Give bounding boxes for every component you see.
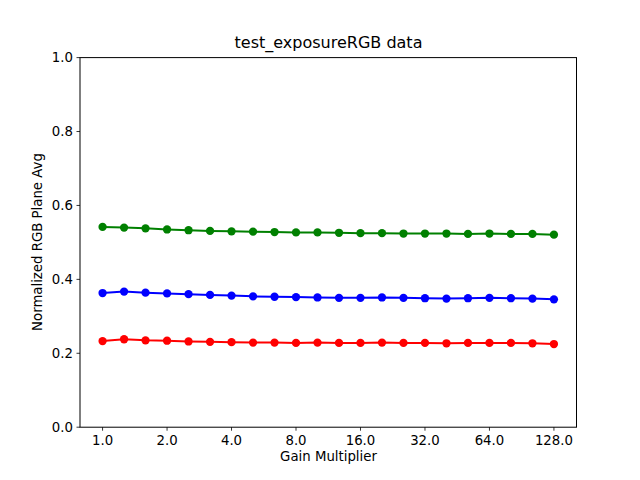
data-point-blue-plane (227, 291, 235, 299)
chart-canvas: 1.0 2.0 4.0 8.0 16.0 32.0 64.0 128.0 0.0 0.2 0.4 0.… (0, 0, 640, 480)
data-point-green-plane (528, 230, 536, 238)
x-tick-label: 4.0 (221, 433, 242, 448)
data-point-green-plane (292, 228, 300, 236)
y-tick-label: 0.0 (52, 420, 73, 435)
data-point-blue-plane (249, 292, 257, 300)
y-tick-label: 0.4 (52, 272, 73, 287)
x-tick-label: 8.0 (285, 433, 306, 448)
data-point-green-plane (507, 230, 515, 238)
figure: 1.0 2.0 4.0 8.0 16.0 32.0 64.0 128.0 0.0 0.2 0.4 0.… (0, 0, 640, 480)
data-point-green-plane (184, 226, 192, 234)
data-point-red-plane (292, 339, 300, 347)
data-point-blue-plane (464, 294, 472, 302)
x-tick-label: 128.0 (535, 433, 573, 448)
data-point-blue-plane (335, 294, 343, 302)
data-point-blue-plane (98, 289, 106, 297)
data-point-blue-plane (292, 293, 300, 301)
data-point-green-plane (98, 223, 106, 231)
data-point-red-plane (356, 339, 364, 347)
data-point-green-plane (313, 228, 321, 236)
data-point-green-plane (421, 229, 429, 237)
data-point-red-plane (335, 339, 343, 347)
y-tick-label: 1.0 (52, 50, 73, 65)
data-point-green-plane (378, 229, 386, 237)
data-point-red-plane (141, 336, 149, 344)
data-point-green-plane (464, 230, 472, 238)
data-point-blue-plane (313, 293, 321, 301)
data-point-green-plane (270, 228, 278, 236)
y-tick-label: 0.6 (52, 198, 73, 213)
data-point-blue-plane (442, 294, 450, 302)
y-axis-label: Normalized RGB Plane Avg (30, 42, 46, 442)
data-point-red-plane (184, 337, 192, 345)
data-point-blue-plane (421, 294, 429, 302)
data-point-red-plane (120, 335, 128, 343)
data-point-blue-plane (550, 295, 558, 303)
data-point-red-plane (98, 337, 106, 345)
plot-frame (80, 58, 577, 428)
x-tick-label: 16.0 (346, 433, 376, 448)
data-point-red-plane (206, 338, 214, 346)
x-axis-label: Gain Multiplier (80, 449, 577, 465)
data-point-blue-plane (184, 290, 192, 298)
data-point-blue-plane (485, 294, 493, 302)
y-tick-label: 0.8 (52, 124, 73, 139)
data-point-blue-plane (270, 293, 278, 301)
data-point-red-plane (270, 338, 278, 346)
data-point-red-plane (485, 339, 493, 347)
data-point-red-plane (550, 340, 558, 348)
data-point-blue-plane (163, 289, 171, 297)
x-tick-label: 32.0 (410, 433, 440, 448)
data-point-green-plane (141, 224, 149, 232)
data-point-red-plane (507, 339, 515, 347)
data-point-red-plane (378, 338, 386, 346)
x-tick-label: 1.0 (92, 433, 113, 448)
data-point-red-plane (442, 339, 450, 347)
data-point-blue-plane (399, 294, 407, 302)
data-point-red-plane (528, 339, 536, 347)
x-tick-label: 2.0 (156, 433, 177, 448)
data-point-red-plane (249, 338, 257, 346)
data-point-red-plane (227, 338, 235, 346)
data-point-green-plane (227, 227, 235, 235)
data-point-green-plane (335, 229, 343, 237)
data-point-red-plane (464, 339, 472, 347)
data-point-blue-plane (507, 294, 515, 302)
data-point-green-plane (120, 223, 128, 231)
data-point-blue-plane (356, 294, 364, 302)
data-point-green-plane (399, 229, 407, 237)
data-point-red-plane (399, 339, 407, 347)
data-point-blue-plane (120, 287, 128, 295)
data-point-green-plane (249, 228, 257, 236)
y-tick-label: 0.2 (52, 346, 73, 361)
x-tick-label: 64.0 (475, 433, 505, 448)
data-point-red-plane (313, 338, 321, 346)
data-point-blue-plane (528, 294, 536, 302)
data-point-green-plane (485, 229, 493, 237)
chart-title: test_exposureRGB data (80, 33, 577, 53)
data-point-green-plane (442, 229, 450, 237)
data-point-blue-plane (141, 289, 149, 297)
data-point-green-plane (356, 229, 364, 237)
data-point-green-plane (550, 230, 558, 238)
data-point-red-plane (163, 337, 171, 345)
data-point-green-plane (163, 225, 171, 233)
data-point-blue-plane (378, 293, 386, 301)
data-point-green-plane (206, 227, 214, 235)
data-point-blue-plane (206, 291, 214, 299)
data-point-red-plane (421, 339, 429, 347)
